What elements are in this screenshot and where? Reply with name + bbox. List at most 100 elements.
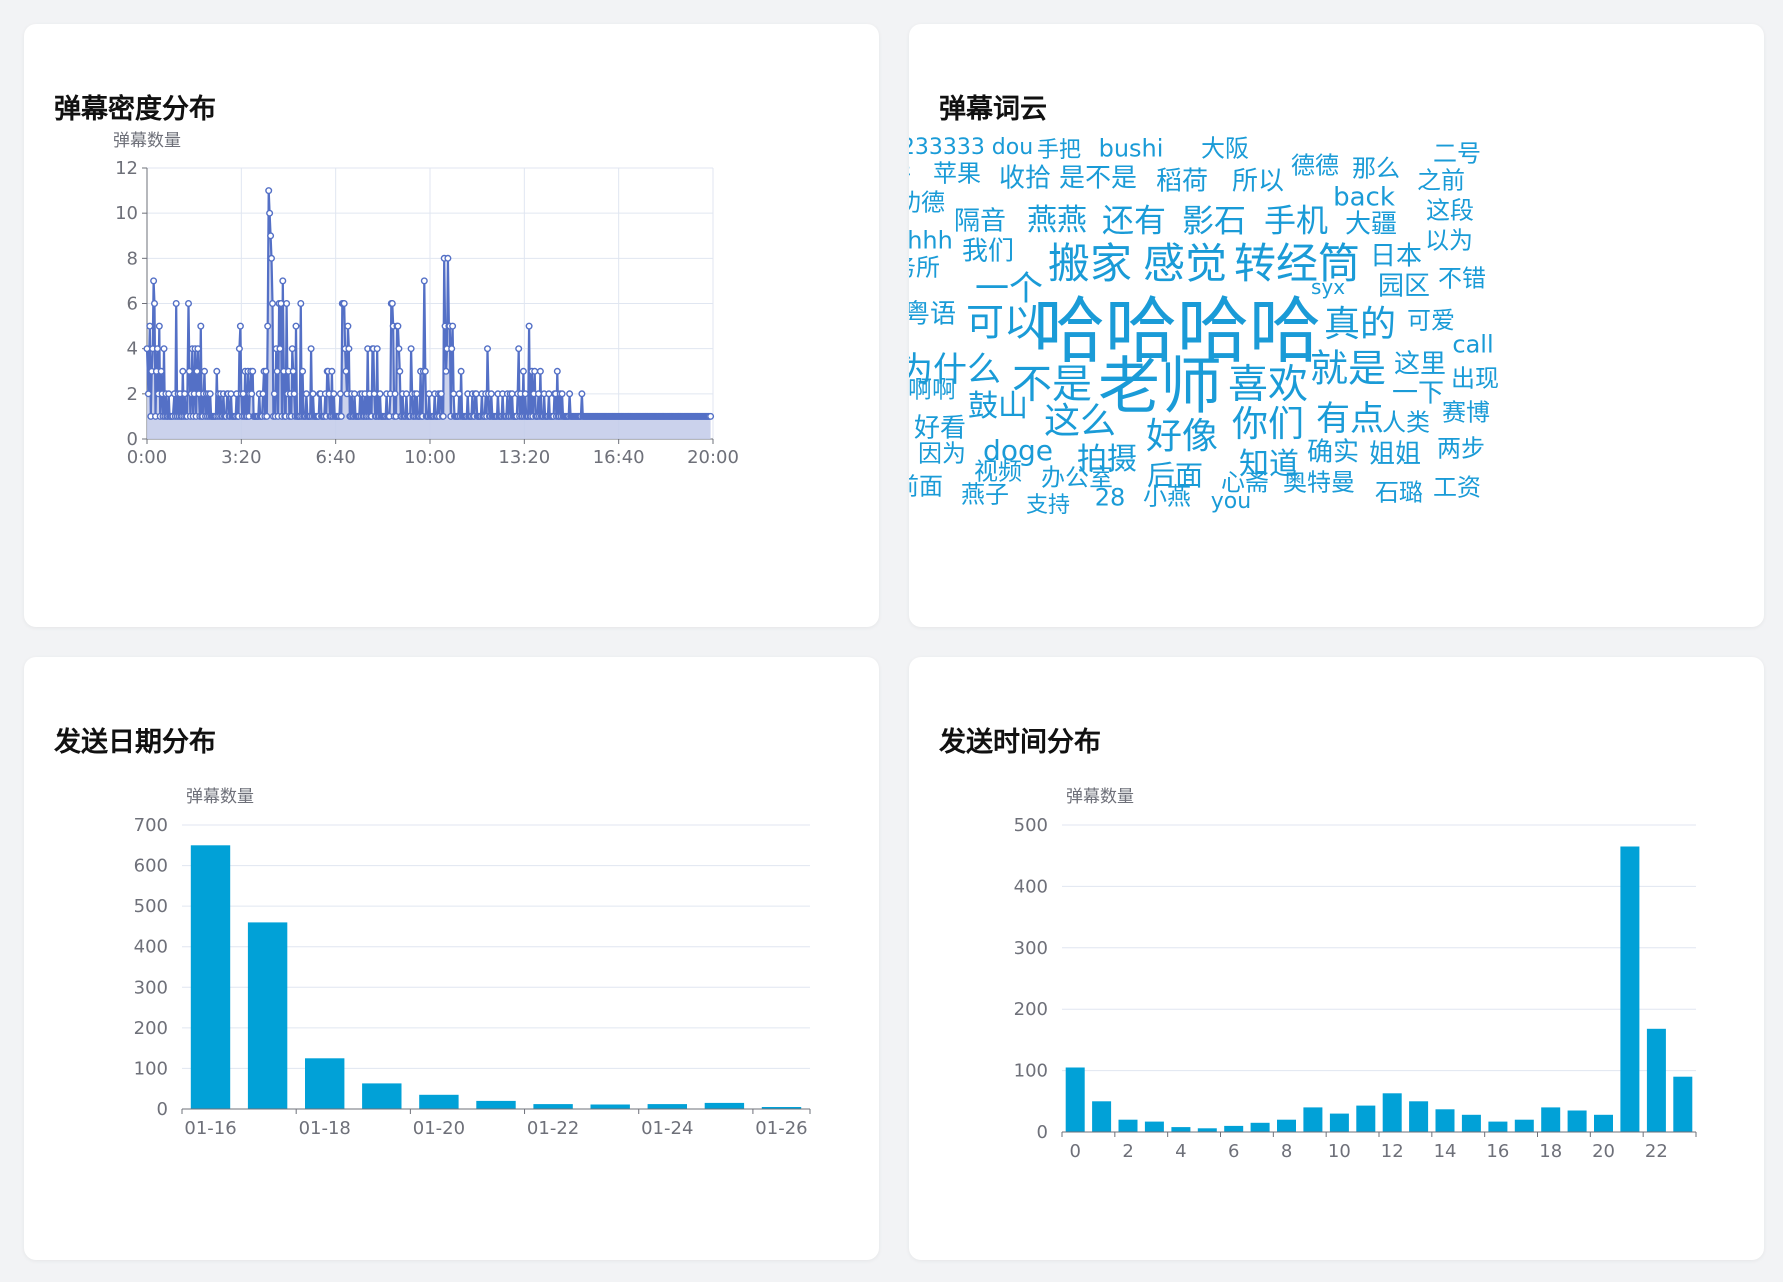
wordcloud-word: 感觉 (1143, 239, 1227, 288)
density-point (515, 345, 523, 353)
wordcloud-word: 视频 (974, 458, 1022, 486)
wordcloud-word: 为什么 (909, 350, 1001, 390)
wordcloud-word: bushi (1099, 135, 1164, 163)
y-axis-name: 弹幕数量 (186, 787, 254, 807)
density-point (213, 367, 221, 375)
wordcloud-card: 弹幕词云 哈哈哈哈 老师 搬家 感觉 转经筒 喜欢 不是 可以 就是 真的 这么 你们 好像 为什么 一个有… (909, 24, 1764, 627)
density-point (566, 390, 574, 398)
y-tick-label: 300 (1014, 938, 1048, 959)
density-point (276, 345, 284, 353)
hour-chart-title: 发送时间分布 (939, 727, 1101, 758)
wordcloud-word: 可以 (966, 301, 1042, 345)
density-point (283, 300, 291, 308)
wordcloud-word: 好像 (1146, 416, 1218, 457)
density-point (450, 390, 458, 398)
hour-chart-card: 发送时间分布 0 100 200 300 400 500 弹幕数量 0 2 4 6 8 10 12 14 16… (909, 657, 1764, 1260)
wordcloud-word: 拍摄 (1077, 442, 1137, 477)
bar (1435, 1109, 1455, 1132)
wordcloud-word: 一个 (975, 269, 1043, 309)
y-tick-label: 2 (127, 384, 138, 405)
y-tick-label: 400 (1014, 876, 1048, 897)
wordcloud-word: 二号 (1433, 140, 1481, 168)
density-point (267, 254, 275, 262)
density-point (144, 390, 152, 398)
density-point (508, 390, 516, 398)
density-point (235, 345, 243, 353)
hour-bar-chart: 0 100 200 300 400 500 弹幕数量 0 2 4 6 8 10 12 14 16 18 20 22 (1014, 787, 1697, 1162)
density-point (328, 367, 336, 375)
x-tick-label: 12 (1381, 1141, 1404, 1162)
wordcloud-word: 日本 (1370, 241, 1422, 271)
y-tick-label: 200 (1014, 999, 1048, 1020)
y-tick-label: 12 (115, 158, 138, 179)
bar (1277, 1119, 1296, 1132)
density-point (370, 390, 378, 398)
x-tick-label: 01-18 (299, 1118, 351, 1139)
y-tick-label: 500 (134, 896, 168, 917)
wordcloud-word: 出现 (1451, 365, 1499, 393)
x-tick-label: 4 (1175, 1141, 1186, 1162)
density-point (578, 390, 586, 398)
wordcloud-word: 姐姐 (1369, 439, 1421, 469)
x-tick-label: 01-26 (755, 1118, 807, 1139)
x-tick-label: 0:00 (127, 447, 167, 468)
x-tick-label: 14 (1434, 1141, 1457, 1162)
density-point (146, 322, 154, 330)
density-point (200, 367, 208, 375)
density-point (448, 345, 456, 353)
wordcloud-word: 园区 (1378, 271, 1430, 301)
y-axis-name: 弹幕数量 (113, 131, 181, 151)
density-point (553, 367, 561, 375)
density-point (279, 277, 287, 285)
wordcloud-word: 奥特曼 (1283, 469, 1355, 497)
wordcloud-word: 支持 (1026, 493, 1070, 518)
density-point (165, 390, 173, 398)
density-point (425, 390, 433, 398)
wordcloud-word: 不是 (1012, 361, 1092, 407)
density-chart-card: 弹幕密度分布 0 2 4 6 8 10 12 0:00 3:20 6:40 10:00 13:20 16… (24, 24, 879, 627)
wordcloud-word: 以为 (1425, 227, 1473, 255)
density-point (267, 232, 275, 240)
density-point (472, 390, 480, 398)
wordcloud-word: 就是 (1310, 347, 1386, 391)
bar (1197, 1128, 1217, 1132)
wordcloud-word: call (1452, 331, 1493, 359)
density-point (157, 367, 165, 375)
wordcloud-word: 工资 (1433, 474, 1481, 502)
wordcloud-word: 有点 (1316, 399, 1384, 439)
wordcloud-word: 小燕 (1143, 483, 1191, 511)
wordcloud-word: 苹果 (933, 160, 981, 188)
density-point (302, 390, 310, 398)
wordcloud-word: 事务所 (909, 254, 940, 282)
density-point (373, 345, 381, 353)
wordcloud-word: 大阪 (1201, 135, 1249, 163)
wordcloud-word: 粤语 (909, 299, 956, 329)
bar (419, 1094, 459, 1109)
density-point (344, 322, 352, 330)
bar (1541, 1107, 1561, 1132)
density-point (707, 412, 715, 420)
wordcloud-word: doge (983, 434, 1053, 467)
bar (1594, 1114, 1613, 1132)
x-tick-label: 22 (1645, 1141, 1668, 1162)
density-point (407, 345, 415, 353)
x-tick-label: 01-22 (527, 1118, 579, 1139)
density-point (558, 390, 566, 398)
density-point (289, 367, 297, 375)
density-point (345, 345, 353, 353)
density-point (455, 390, 463, 398)
density-point (263, 412, 271, 420)
density-point (545, 390, 553, 398)
wordcloud-title: 弹幕词云 (939, 94, 1047, 125)
wordcloud-word: 办公室 (1041, 464, 1113, 492)
density-point (181, 390, 189, 398)
wordcloud-word: 是不是 (1059, 163, 1137, 193)
wordcloud-word: 一下 (1392, 378, 1444, 408)
wordcloud-word: 你们 (1232, 404, 1304, 445)
density-point (150, 300, 158, 308)
density-point (484, 345, 492, 353)
density-point (268, 300, 276, 308)
density-point (248, 390, 256, 398)
density-point (155, 322, 163, 330)
